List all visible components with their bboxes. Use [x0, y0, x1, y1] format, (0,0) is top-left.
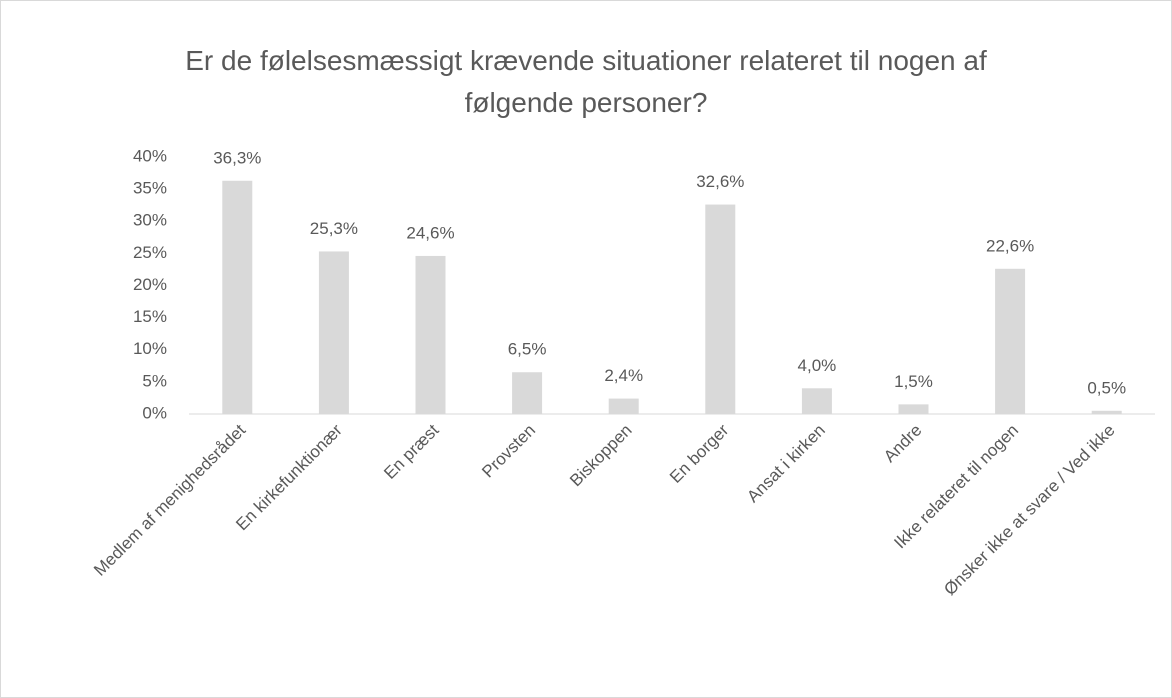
y-tick-label: 40% — [133, 146, 167, 165]
x-tick-label: Andre — [880, 421, 926, 467]
y-tick-label: 0% — [142, 403, 167, 422]
y-tick-label: 5% — [142, 371, 167, 390]
y-tick-label: 30% — [133, 211, 167, 230]
x-tick-label: Provsten — [478, 421, 539, 482]
x-tick-label: Ønsker ikke at svare / Ved ikke — [940, 421, 1118, 599]
x-tick-label: Ansat i kirken — [743, 421, 829, 507]
x-tick-label: En præst — [380, 420, 442, 482]
x-tick-label: En kirkefunktionær — [232, 420, 346, 534]
data-label: 22,6% — [986, 236, 1034, 255]
data-label: 6,5% — [508, 340, 547, 359]
y-tick-label: 25% — [133, 243, 167, 262]
data-label: 0,5% — [1087, 378, 1126, 397]
data-label: 4,0% — [798, 356, 837, 375]
y-tick-label: 15% — [133, 307, 167, 326]
y-tick-label: 20% — [133, 275, 167, 294]
bar — [995, 268, 1026, 414]
x-tick-label: En borger — [666, 420, 732, 486]
x-tick-label: Medlem af menighedsrådet — [90, 420, 249, 579]
bar — [415, 255, 446, 414]
bar — [222, 180, 253, 414]
bar — [608, 398, 639, 414]
bar — [898, 404, 929, 414]
chart-title: Er de følelsesmæssigt krævende situation… — [185, 45, 987, 118]
data-label: 1,5% — [894, 372, 933, 391]
data-label: 32,6% — [696, 172, 744, 191]
bar — [705, 204, 736, 414]
bar — [512, 372, 543, 414]
bar — [318, 251, 349, 414]
bar — [1091, 410, 1122, 414]
data-label: 25,3% — [310, 219, 358, 238]
data-label: 36,3% — [213, 148, 261, 167]
bar — [801, 388, 832, 414]
data-label: 24,6% — [406, 223, 454, 242]
y-tick-label: 35% — [133, 179, 167, 198]
x-tick-label: Biskoppen — [566, 421, 636, 491]
data-label: 2,4% — [604, 366, 643, 385]
y-tick-label: 10% — [133, 339, 167, 358]
